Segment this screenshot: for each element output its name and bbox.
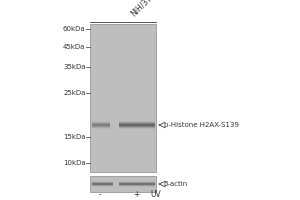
Bar [118, 126, 154, 127]
Text: β-actin: β-actin [164, 181, 188, 187]
Text: NIH/3T3: NIH/3T3 [129, 0, 157, 18]
Bar [90, 176, 156, 192]
Bar [92, 129, 110, 130]
Bar [92, 120, 110, 121]
Text: 35kDa: 35kDa [63, 64, 86, 70]
Bar [92, 126, 110, 127]
Bar [118, 122, 154, 123]
Bar [92, 127, 110, 128]
Text: UV: UV [150, 190, 161, 199]
Bar [118, 123, 154, 124]
Text: 45kDa: 45kDa [63, 44, 86, 50]
Text: +: + [133, 190, 140, 199]
Bar [118, 121, 154, 122]
Bar [90, 24, 156, 172]
Text: 60kDa: 60kDa [63, 26, 86, 32]
Bar [118, 124, 154, 125]
Text: -: - [99, 190, 102, 199]
Text: p-Histone H2AX-S139: p-Histone H2AX-S139 [164, 122, 238, 128]
Bar [118, 127, 154, 128]
Bar [92, 123, 110, 124]
Bar [118, 128, 154, 129]
Bar [92, 125, 110, 126]
Bar [92, 128, 110, 129]
Bar [92, 122, 110, 123]
Bar [118, 129, 154, 130]
Text: 25kDa: 25kDa [63, 90, 86, 96]
Text: 15kDa: 15kDa [63, 134, 86, 140]
Bar [92, 121, 110, 122]
Bar [92, 124, 110, 125]
Text: 10kDa: 10kDa [63, 160, 86, 166]
Bar [118, 125, 154, 126]
Bar [118, 120, 154, 121]
